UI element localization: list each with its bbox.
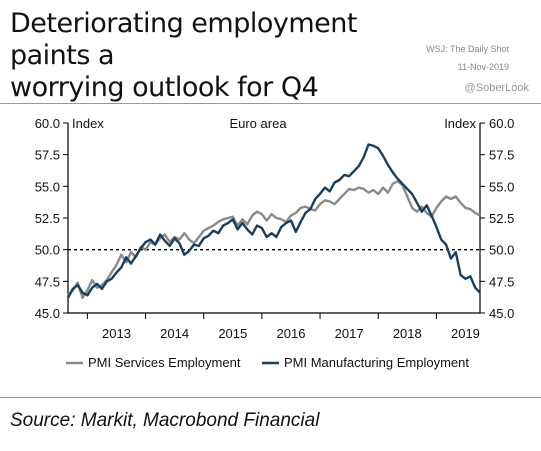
chart-region-title: Euro area	[229, 116, 287, 131]
chart-title: Deteriorating employment paints a worryi…	[10, 8, 430, 104]
y-tick-label-left: 52.5	[35, 211, 60, 226]
y-axis-label-left: Index	[72, 116, 104, 131]
line-chart: 45.0 47.5 50.0 52.5 55.0 57.5 60.0 45.0 47.5 50.…	[35, 116, 515, 370]
y-tick-label-left: 50.0	[35, 243, 60, 258]
y-tick-label-right: 60.0	[489, 116, 514, 131]
x-tick-label: 2019	[451, 326, 480, 341]
title-line-2: worrying outlook for Q4	[10, 72, 319, 103]
y-tick-label-right: 45.0	[489, 306, 514, 321]
source-watermark: WSJ: The Daily Shot	[426, 44, 509, 54]
x-tick-label: 2015	[218, 326, 247, 341]
y-tick-label-left: 55.0	[35, 179, 60, 194]
y-tick-label-right: 52.5	[489, 211, 514, 226]
y-tick-label-right: 47.5	[489, 274, 514, 289]
x-tick-label: 2017	[335, 326, 364, 341]
x-axis: 2013 2014 2015 2016 2017 2018 2019	[68, 312, 480, 341]
y-axis-right: 45.0 47.5 50.0 52.5 55.0 57.5 60.0	[479, 116, 514, 321]
y-tick-label-right: 57.5	[489, 148, 514, 163]
x-tick-label: 2018	[393, 326, 422, 341]
twitter-handle: @SoberLook	[464, 82, 529, 94]
bottom-divider	[0, 397, 541, 398]
y-axis-label-right: Index	[444, 116, 476, 131]
y-tick-label-right: 50.0	[489, 243, 514, 258]
top-divider	[0, 103, 541, 104]
legend-label-manufacturing: PMI Manufacturing Employment	[284, 355, 469, 370]
y-axis-left: 45.0 47.5 50.0 52.5 55.0 57.5 60.0	[35, 116, 69, 321]
y-tick-label-right: 55.0	[489, 179, 514, 194]
series-line-services	[67, 180, 481, 299]
x-tick-label: 2016	[277, 326, 306, 341]
series-line-manufacturing	[66, 143, 481, 299]
source-note: Source: Markit, Macrobond Financial	[10, 410, 320, 431]
title-line-1: Deteriorating employment paints a	[10, 8, 357, 71]
legend: PMI Services Employment PMI Manufacturing…	[66, 355, 469, 370]
series-lines	[66, 143, 481, 299]
y-tick-label-left: 60.0	[35, 116, 60, 131]
date-watermark: 11-Nov-2019	[457, 62, 509, 72]
y-tick-label-left: 57.5	[35, 148, 60, 163]
x-tick-label: 2014	[160, 326, 189, 341]
legend-label-services: PMI Services Employment	[88, 355, 241, 370]
y-tick-label-left: 47.5	[35, 274, 60, 289]
x-tick-label: 2013	[102, 326, 131, 341]
y-tick-label-left: 45.0	[35, 306, 60, 321]
